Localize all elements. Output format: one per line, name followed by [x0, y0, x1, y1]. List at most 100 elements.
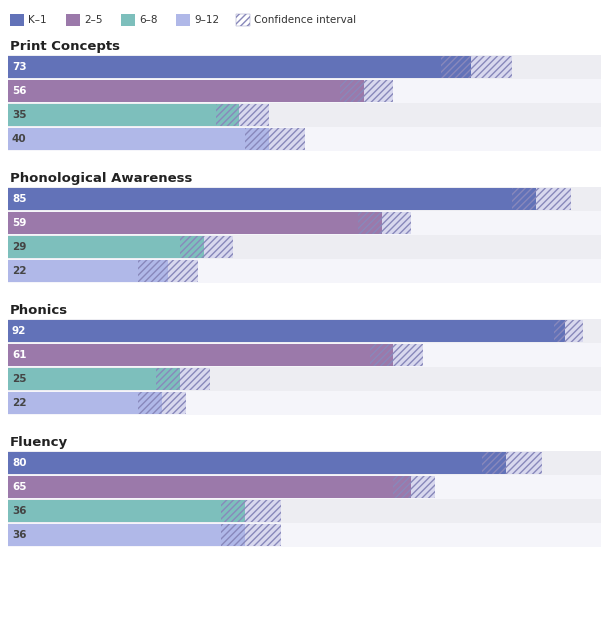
Bar: [180, 368, 209, 390]
Bar: [138, 260, 168, 282]
Bar: [441, 56, 471, 78]
Text: 80: 80: [12, 458, 27, 468]
Text: 2–5: 2–5: [84, 15, 102, 25]
Text: 40: 40: [12, 134, 27, 144]
Bar: [471, 56, 512, 78]
Bar: [222, 500, 245, 522]
Bar: [8, 523, 601, 547]
Text: 36: 36: [12, 530, 27, 540]
Bar: [370, 344, 393, 366]
Bar: [8, 79, 601, 103]
Bar: [222, 524, 245, 546]
Text: Print Concepts: Print Concepts: [10, 40, 120, 52]
Bar: [340, 80, 364, 102]
Bar: [176, 15, 190, 27]
Bar: [512, 188, 536, 210]
Bar: [8, 452, 482, 474]
Text: 9–12: 9–12: [194, 15, 219, 25]
Bar: [138, 392, 162, 414]
Bar: [8, 320, 554, 342]
Bar: [358, 212, 382, 234]
Text: 92: 92: [12, 326, 26, 336]
Bar: [554, 320, 565, 342]
Text: 22: 22: [12, 398, 27, 408]
Bar: [512, 188, 536, 210]
Bar: [8, 499, 601, 523]
Bar: [393, 476, 411, 498]
Bar: [222, 524, 245, 546]
Bar: [8, 524, 222, 546]
Bar: [8, 392, 138, 414]
Bar: [203, 236, 233, 258]
Bar: [8, 451, 601, 475]
Bar: [8, 259, 601, 283]
Bar: [8, 104, 216, 126]
Bar: [393, 476, 411, 498]
Bar: [138, 392, 162, 414]
Bar: [222, 500, 245, 522]
Bar: [168, 260, 198, 282]
Bar: [340, 80, 364, 102]
Bar: [157, 368, 180, 390]
Text: K–1: K–1: [28, 15, 47, 25]
Bar: [441, 56, 471, 78]
Text: 73: 73: [12, 62, 27, 72]
Bar: [411, 476, 435, 498]
Bar: [8, 319, 601, 343]
Bar: [565, 320, 583, 342]
Bar: [8, 212, 358, 234]
Bar: [162, 392, 186, 414]
Bar: [8, 187, 601, 211]
Bar: [8, 367, 601, 391]
Bar: [8, 391, 601, 415]
Bar: [245, 524, 281, 546]
Bar: [8, 475, 601, 499]
Bar: [8, 500, 222, 522]
Bar: [482, 452, 506, 474]
Bar: [10, 15, 24, 27]
Bar: [8, 128, 245, 150]
Bar: [138, 260, 168, 282]
Bar: [245, 500, 281, 522]
Bar: [239, 104, 269, 126]
Text: 59: 59: [12, 218, 26, 228]
Bar: [393, 344, 423, 366]
Bar: [157, 368, 180, 390]
Bar: [180, 236, 203, 258]
Bar: [8, 127, 601, 151]
Bar: [121, 15, 135, 27]
Bar: [245, 128, 269, 150]
Bar: [216, 104, 239, 126]
Bar: [180, 236, 203, 258]
Text: 61: 61: [12, 350, 27, 360]
Bar: [8, 55, 601, 79]
Bar: [216, 104, 239, 126]
Bar: [8, 260, 138, 282]
Text: 35: 35: [12, 110, 27, 120]
Bar: [8, 476, 393, 498]
Bar: [382, 212, 411, 234]
Bar: [8, 343, 601, 367]
Bar: [236, 15, 250, 27]
Bar: [482, 452, 506, 474]
Bar: [8, 236, 180, 258]
Text: 29: 29: [12, 242, 26, 252]
Bar: [8, 56, 441, 78]
Text: Phonics: Phonics: [10, 304, 68, 317]
Bar: [536, 188, 571, 210]
Bar: [8, 80, 340, 102]
Text: 22: 22: [12, 266, 27, 276]
Bar: [8, 344, 370, 366]
Text: 36: 36: [12, 506, 27, 516]
Text: 25: 25: [12, 374, 27, 384]
Bar: [8, 235, 601, 259]
Text: Phonological Awareness: Phonological Awareness: [10, 172, 192, 185]
Bar: [269, 128, 304, 150]
Bar: [66, 15, 80, 27]
Bar: [245, 128, 269, 150]
Bar: [358, 212, 382, 234]
Bar: [8, 188, 512, 210]
Text: 65: 65: [12, 482, 27, 492]
Bar: [8, 103, 601, 127]
Bar: [370, 344, 393, 366]
